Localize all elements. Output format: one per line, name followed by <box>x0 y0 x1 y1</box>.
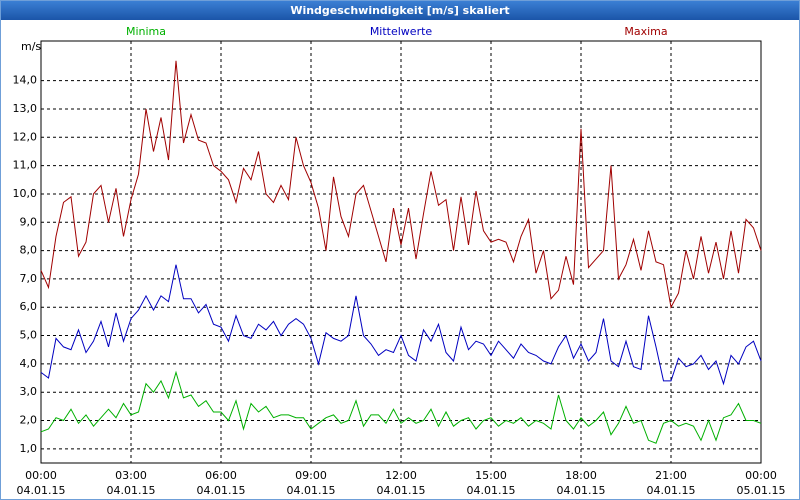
y-tick-label: 11,0 <box>13 159 38 172</box>
y-tick-label: 1,0 <box>20 442 38 455</box>
y-tick-label: 10,0 <box>13 187 38 200</box>
x-tick-label: 09:00 04.01.15 <box>286 469 336 497</box>
y-axis-label: m/s <box>21 40 41 53</box>
series-line <box>40 60 762 309</box>
y-tick-label: 8,0 <box>20 244 38 257</box>
legend-label: Mittelwerte <box>370 25 433 38</box>
y-tick-label: 9,0 <box>20 215 38 228</box>
legend-label: Minima <box>126 25 166 38</box>
x-tick-label: 21:00 04.01.15 <box>646 469 696 497</box>
y-tick-label: 13,0 <box>13 102 38 115</box>
plot-border <box>40 40 762 464</box>
y-tick-label: 6,0 <box>20 300 38 313</box>
series-line <box>40 264 762 386</box>
y-tick-label: 7,0 <box>20 272 38 285</box>
y-tick-label: 14,0 <box>13 74 38 87</box>
x-tick-label: 00:00 04.01.15 <box>16 469 66 497</box>
chart-title: Windgeschwindigkeit [m/s] skaliert <box>1 1 799 20</box>
x-tick-label: 12:00 04.01.15 <box>376 469 426 497</box>
x-tick-label: 18:00 04.01.15 <box>556 469 606 497</box>
y-tick-label: 2,0 <box>20 414 38 427</box>
series-line <box>40 370 762 444</box>
legend-label: Maxima <box>624 25 667 38</box>
y-tick-label: 12,0 <box>13 130 38 143</box>
y-tick-label: 3,0 <box>20 385 38 398</box>
y-tick-label: 4,0 <box>20 357 38 370</box>
x-tick-label: 15:00 04.01.15 <box>466 469 516 497</box>
y-tick-label: 5,0 <box>20 329 38 342</box>
x-tick-label: 03:00 04.01.15 <box>106 469 156 497</box>
x-tick-label: 06:00 04.01.15 <box>196 469 246 497</box>
x-tick-label: 00:00 05.01.15 <box>736 469 786 497</box>
